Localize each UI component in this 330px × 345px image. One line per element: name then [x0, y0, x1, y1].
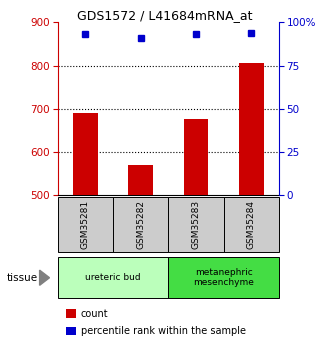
Text: count: count [81, 309, 109, 319]
Text: metanephric
mesenchyme: metanephric mesenchyme [193, 268, 254, 287]
Text: ureteric bud: ureteric bud [85, 273, 141, 282]
Text: percentile rank within the sample: percentile rank within the sample [81, 326, 246, 336]
Bar [183, 119, 208, 195]
Text: GSM35283: GSM35283 [191, 200, 200, 249]
Text: GSM35281: GSM35281 [81, 200, 90, 249]
Text: GSM35284: GSM35284 [247, 200, 256, 249]
Bar [239, 63, 264, 195]
Bar [128, 165, 153, 195]
Polygon shape [40, 270, 50, 285]
Bar [73, 113, 98, 195]
Text: GDS1572 / L41684mRNA_at: GDS1572 / L41684mRNA_at [77, 9, 253, 22]
Text: GSM35282: GSM35282 [136, 200, 145, 249]
Text: tissue: tissue [7, 273, 38, 283]
